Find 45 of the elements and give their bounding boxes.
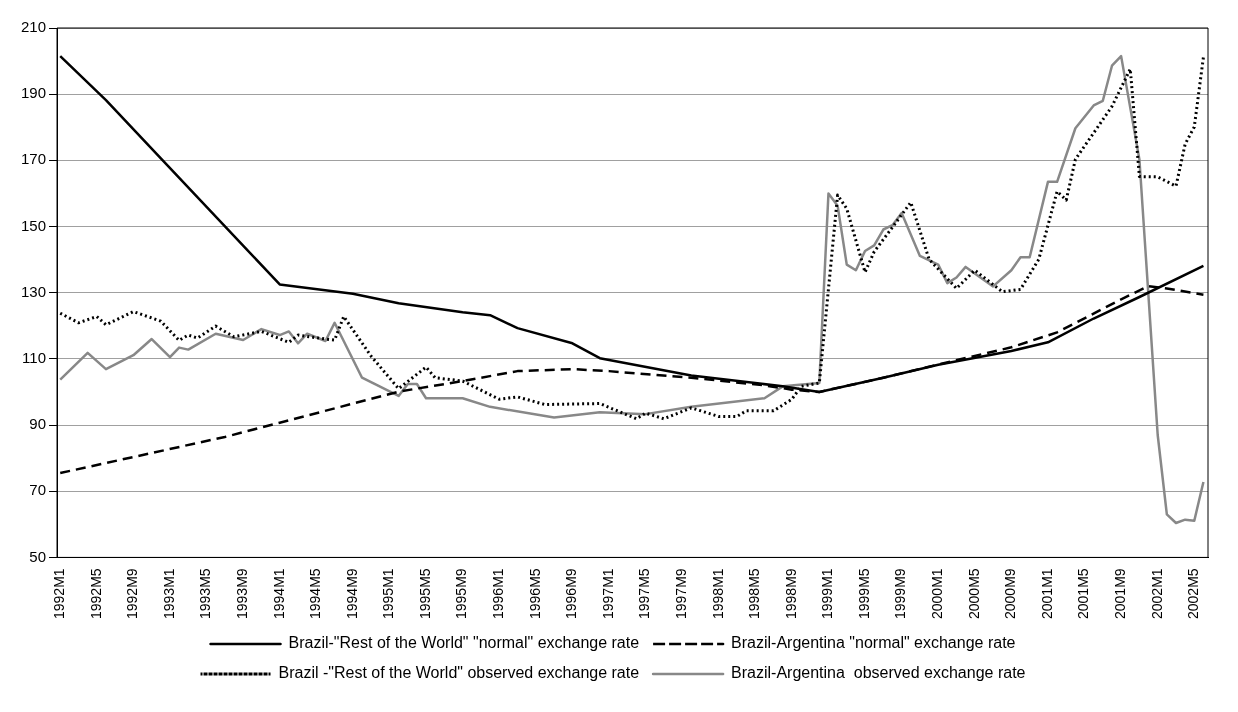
y-tick-label: 170	[21, 150, 47, 168]
x-tick-label: 1995M5	[416, 568, 433, 619]
x-tick-label: 1999M5	[855, 568, 872, 619]
x-tick-label: 2000M9	[1002, 568, 1019, 619]
x-tick-label: 1995M9	[453, 568, 470, 619]
x-tick-label: 1995M1	[380, 568, 397, 619]
legend-label: Brazil-Argentina observed exchange rate	[731, 664, 1026, 682]
x-tick-label: 1993M5	[197, 568, 214, 619]
legend-label: Brazil -"Rest of the World" observed exchange rate	[278, 664, 640, 682]
x-tick-label: 2000M5	[965, 568, 982, 619]
y-tick-label: 50	[29, 547, 47, 565]
x-tick-label: 1992M5	[87, 568, 104, 619]
x-tick-label: 1993M1	[160, 568, 177, 619]
x-tick-label: 1997M9	[672, 568, 689, 619]
x-tick-label: 2001M1	[1038, 568, 1055, 619]
y-tick-label: 70	[29, 481, 47, 499]
x-tick-label: 1994M9	[343, 568, 360, 619]
legend-label: Brazil-Argentina "normal" exchange rate	[731, 634, 1016, 652]
y-tick-label: 150	[21, 216, 47, 234]
x-tick-label: 1992M1	[51, 568, 68, 619]
y-tick-label: 90	[29, 415, 47, 433]
x-tick-label: 1999M1	[819, 568, 836, 619]
x-tick-label: 1996M9	[563, 568, 580, 619]
x-tick-label: 2001M9	[1111, 568, 1128, 619]
x-tick-label: 2000M1	[929, 568, 946, 619]
y-tick-label: 130	[21, 282, 47, 300]
x-tick-label: 2002M5	[1185, 568, 1202, 619]
x-tick-label: 1997M5	[636, 568, 653, 619]
x-tick-label: 1996M1	[490, 568, 507, 619]
x-tick-label: 1992M9	[124, 568, 141, 619]
y-tick-label: 190	[21, 84, 47, 102]
x-tick-label: 1994M1	[270, 568, 287, 619]
x-tick-label: 2002M1	[1148, 568, 1165, 619]
x-tick-label: 1998M9	[782, 568, 799, 619]
legend-label: Brazil-"Rest of the World" "normal" exchange rate	[288, 634, 640, 652]
x-tick-label: 2001M5	[1075, 568, 1092, 619]
y-tick-label: 110	[22, 349, 47, 367]
x-tick-label: 1993M9	[234, 568, 250, 619]
x-tick-label: 1998M5	[746, 568, 763, 619]
x-tick-label: 1994M5	[307, 568, 324, 619]
x-tick-label: 1997M1	[599, 568, 616, 619]
x-tick-label: 1999M9	[892, 568, 909, 619]
y-tick-label: 210	[21, 18, 47, 36]
x-tick-label: 1998M1	[709, 568, 726, 619]
x-tick-label: 1996M5	[526, 568, 543, 619]
